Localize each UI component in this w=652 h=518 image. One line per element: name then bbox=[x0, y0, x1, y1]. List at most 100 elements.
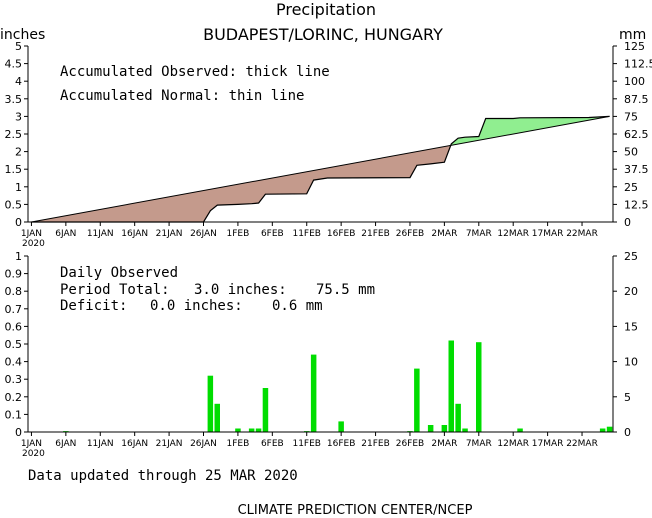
bottom-x-tick-label: 16FEB bbox=[327, 439, 356, 449]
period-total-inches: 3.0 inches: bbox=[194, 282, 287, 298]
bottom-x-tick-label: 22MAR bbox=[566, 439, 598, 449]
daily-bar bbox=[414, 368, 420, 432]
top-right-tick-label: 75 bbox=[624, 110, 638, 123]
bottom-left-tick-label: 1 bbox=[15, 250, 22, 263]
daily-bar bbox=[517, 428, 523, 432]
top-x-tick-label: 21FEB bbox=[361, 229, 390, 239]
daily-bar bbox=[427, 425, 434, 432]
chart-title: Precipitation bbox=[276, 0, 376, 19]
bottom-right-tick-label: 0 bbox=[624, 426, 631, 439]
bottom-right-tick-label: 20 bbox=[624, 285, 638, 298]
bottom-x-tick-label: 6JAN bbox=[55, 439, 76, 449]
accumulated-panel: 00.511.522.533.544.55012.52537.55062.575… bbox=[5, 40, 652, 249]
bottom-x-ticks: 1JAN 6JAN 11JAN 16JAN 21JAN 26JAN 1FEB 6FEB 11FE… bbox=[21, 432, 598, 459]
top-x-tick-label: 16FEB bbox=[327, 229, 356, 239]
top-right-tick-label: 62.5 bbox=[624, 128, 649, 141]
bottom-left-tick-label: 0.8 bbox=[5, 285, 23, 298]
daily-bar bbox=[310, 354, 317, 432]
observed-line bbox=[31, 115, 610, 223]
top-right-tick-label: 25 bbox=[624, 181, 638, 194]
station-name: BUDAPEST/LORINC, HUNGARY bbox=[203, 25, 443, 44]
top-right-tick-label: 125 bbox=[624, 40, 645, 53]
top-left-tick-label: 0.5 bbox=[5, 198, 23, 211]
daily-bars bbox=[63, 340, 613, 433]
top-x-tick-label: 16JAN bbox=[121, 229, 148, 239]
bottom-left-tick-label: 0 bbox=[15, 426, 22, 439]
top-x-tick-label: 2MAR bbox=[431, 229, 457, 239]
daily-bar bbox=[262, 388, 269, 432]
top-right-tick-label: 12.5 bbox=[624, 198, 649, 211]
top-right-tick-label: 100 bbox=[624, 75, 645, 88]
data-updated-note: Data updated through 25 MAR 2020 bbox=[28, 468, 298, 484]
deficit-mm: 0.6 mm bbox=[272, 298, 323, 314]
bottom-x-tick-label: 26FEB bbox=[396, 439, 425, 449]
daily-bar bbox=[448, 340, 454, 432]
daily-bar bbox=[441, 425, 448, 432]
bottom-x-tick-label: 16JAN bbox=[121, 439, 148, 449]
top-x-tick-label: 21JAN bbox=[156, 229, 183, 239]
bottom-x-tick-label: 21JAN bbox=[156, 439, 183, 449]
deficit-label: Deficit: bbox=[60, 298, 127, 314]
top-x-tick-label: 12MAR bbox=[497, 229, 529, 239]
top-x-tick-label: 26JAN bbox=[190, 229, 217, 239]
accumulated-lines bbox=[31, 115, 610, 223]
top-left-tick-label: 5 bbox=[15, 40, 22, 53]
bottom-left-tick-label: 0.4 bbox=[5, 356, 23, 369]
daily-bar bbox=[606, 426, 613, 432]
top-x-ticks: 1JAN 6JAN 11JAN 16JAN 21JAN 26JAN 1FEB 6FEB 11FE… bbox=[21, 222, 598, 249]
bottom-right-tick-label: 15 bbox=[624, 320, 638, 333]
top-left-tick-label: 2 bbox=[15, 146, 22, 159]
bottom-x-tick-label: 17MAR bbox=[532, 439, 564, 449]
left-unit-label: inches bbox=[0, 27, 45, 43]
credit-line: CLIMATE PREDICTION CENTER/NCEP bbox=[238, 503, 473, 518]
normal-line bbox=[31, 115, 610, 223]
legend-normal: Accumulated Normal: thin line bbox=[60, 88, 304, 104]
top-x-tick-label: 11JAN bbox=[87, 229, 114, 239]
right-unit-label: mm bbox=[619, 27, 646, 43]
daily-bar bbox=[599, 428, 606, 432]
daily-bar bbox=[214, 403, 220, 432]
daily-panel: 00.10.20.30.40.50.60.70.80.910510152025 … bbox=[5, 250, 639, 459]
top-x-tick-label: 17MAR bbox=[532, 229, 564, 239]
daily-bar bbox=[338, 421, 344, 432]
top-right-tick-label: 87.5 bbox=[624, 93, 649, 106]
bottom-right-tick-label: 5 bbox=[624, 391, 631, 404]
bottom-x-tick-label: 26JAN bbox=[190, 439, 217, 449]
daily-bar bbox=[462, 428, 468, 432]
bottom-left-tick-label: 0.6 bbox=[5, 320, 23, 333]
top-x-tick-label: 26FEB bbox=[396, 229, 425, 239]
top-x-tick-label: 22MAR bbox=[566, 229, 598, 239]
daily-bar bbox=[476, 342, 482, 432]
bottom-x-tick-label: 1JAN bbox=[21, 439, 42, 449]
bottom-x-tick-label: 1FEB bbox=[227, 439, 250, 449]
daily-bar bbox=[235, 428, 241, 432]
top-right-tick-label: 37.5 bbox=[624, 163, 649, 176]
top-left-tick-label: 4.5 bbox=[5, 58, 23, 71]
bottom-right-tick-label: 10 bbox=[624, 356, 638, 369]
bottom-left-tick-label: 0.9 bbox=[5, 268, 23, 281]
period-total-label: Period Total: bbox=[60, 282, 170, 298]
bottom-x-tick-label: 6FEB bbox=[261, 439, 284, 449]
top-x-tick-label: 1FEB bbox=[227, 229, 250, 239]
top-left-tick-label: 4 bbox=[15, 75, 22, 88]
bottom-x-year-label: 2020 bbox=[22, 449, 45, 459]
top-right-tick-label: 112.5 bbox=[624, 58, 652, 71]
legend-observed: Accumulated Observed: thick line bbox=[60, 64, 330, 80]
bottom-x-tick-label: 21FEB bbox=[361, 439, 390, 449]
daily-bar bbox=[455, 403, 461, 432]
top-x-tick-label: 6FEB bbox=[261, 229, 284, 239]
top-right-tick-label: 50 bbox=[624, 146, 638, 159]
daily-heading: Daily Observed bbox=[60, 265, 178, 281]
bottom-left-tick-label: 0.1 bbox=[5, 408, 23, 421]
top-left-tick-label: 0 bbox=[15, 216, 22, 229]
bottom-x-tick-label: 7MAR bbox=[466, 439, 492, 449]
period-total-mm: 75.5 mm bbox=[316, 282, 375, 298]
top-y-ticks: 00.511.522.533.544.55012.52537.55062.575… bbox=[5, 40, 652, 229]
top-left-tick-label: 3.5 bbox=[5, 93, 23, 106]
bottom-x-tick-label: 11FEB bbox=[292, 439, 321, 449]
top-right-tick-label: 0 bbox=[624, 216, 631, 229]
daily-bar bbox=[248, 428, 255, 432]
daily-bar bbox=[207, 375, 214, 432]
